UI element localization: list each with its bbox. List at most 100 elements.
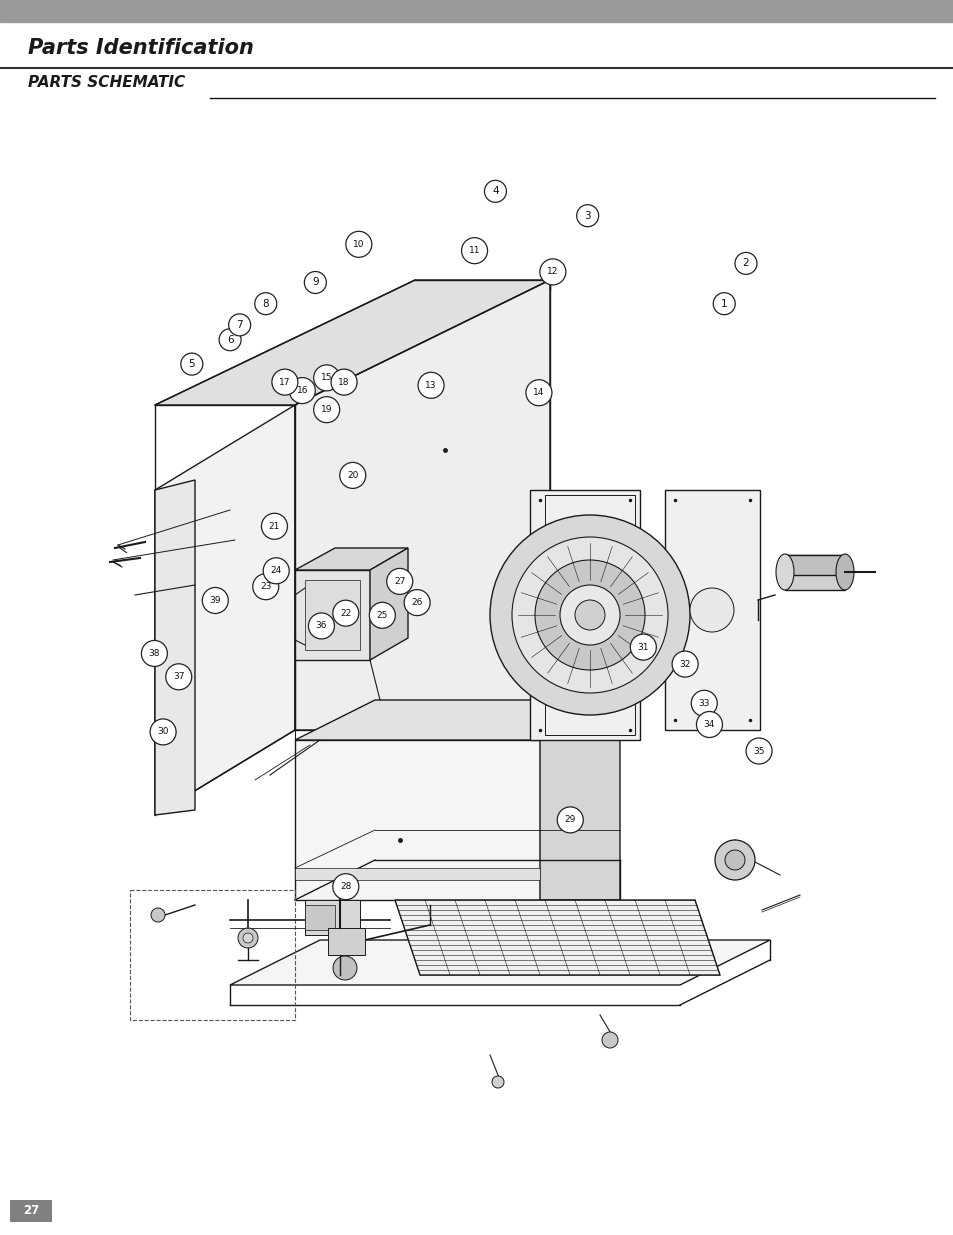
Text: 36: 36 <box>315 621 327 630</box>
Bar <box>0 0 953 22</box>
Circle shape <box>713 293 735 315</box>
Circle shape <box>734 252 757 274</box>
Circle shape <box>601 1032 618 1049</box>
Polygon shape <box>328 927 365 955</box>
Circle shape <box>672 651 698 677</box>
Circle shape <box>484 180 506 203</box>
Circle shape <box>333 956 356 981</box>
Polygon shape <box>294 571 370 659</box>
Ellipse shape <box>835 555 853 590</box>
Polygon shape <box>305 905 335 930</box>
Circle shape <box>166 663 192 690</box>
Polygon shape <box>784 555 844 590</box>
Polygon shape <box>395 900 720 974</box>
Text: 22: 22 <box>340 609 351 618</box>
Text: 24: 24 <box>271 567 281 576</box>
Text: 27: 27 <box>394 577 405 585</box>
Polygon shape <box>539 700 619 900</box>
Circle shape <box>461 237 487 264</box>
Circle shape <box>261 514 287 540</box>
Text: PARTS SCHEMATIC: PARTS SCHEMATIC <box>28 75 185 90</box>
Polygon shape <box>294 868 539 881</box>
Circle shape <box>492 1076 503 1088</box>
Circle shape <box>745 739 771 764</box>
Circle shape <box>243 932 253 944</box>
Text: 12: 12 <box>547 268 558 277</box>
Text: 23: 23 <box>260 582 272 592</box>
Circle shape <box>490 515 689 715</box>
Text: 33: 33 <box>698 699 709 708</box>
Circle shape <box>304 272 326 294</box>
Text: 8: 8 <box>262 299 269 309</box>
Circle shape <box>404 589 430 615</box>
Circle shape <box>151 908 165 923</box>
Text: 37: 37 <box>172 672 184 682</box>
Polygon shape <box>154 405 294 815</box>
Circle shape <box>314 396 339 422</box>
Text: 2: 2 <box>741 258 748 268</box>
Text: 26: 26 <box>411 598 422 608</box>
Text: 34: 34 <box>703 720 715 729</box>
Circle shape <box>202 588 228 614</box>
Text: 17: 17 <box>279 378 291 387</box>
Circle shape <box>333 873 358 899</box>
Polygon shape <box>294 700 619 740</box>
Circle shape <box>630 634 656 661</box>
Circle shape <box>576 205 598 227</box>
Text: 16: 16 <box>296 387 308 395</box>
Text: 35: 35 <box>753 746 764 756</box>
Text: 15: 15 <box>320 373 332 383</box>
Text: 32: 32 <box>679 659 690 668</box>
Circle shape <box>254 293 276 315</box>
Circle shape <box>237 927 257 948</box>
Circle shape <box>308 613 335 638</box>
Text: 28: 28 <box>340 882 351 892</box>
Polygon shape <box>154 480 194 815</box>
Text: Parts Identification: Parts Identification <box>28 38 253 58</box>
FancyBboxPatch shape <box>10 1200 52 1221</box>
Circle shape <box>557 806 582 832</box>
Circle shape <box>539 259 565 285</box>
Circle shape <box>575 600 604 630</box>
Circle shape <box>696 711 721 737</box>
Text: 10: 10 <box>353 240 364 248</box>
Text: 38: 38 <box>149 648 160 658</box>
Text: 19: 19 <box>320 405 332 414</box>
Polygon shape <box>294 280 550 730</box>
Circle shape <box>535 559 644 671</box>
Text: 18: 18 <box>338 378 350 387</box>
Circle shape <box>724 850 744 869</box>
Ellipse shape <box>775 555 793 590</box>
Circle shape <box>253 574 278 600</box>
Polygon shape <box>230 940 769 986</box>
Text: 3: 3 <box>584 211 590 221</box>
Circle shape <box>369 603 395 629</box>
Polygon shape <box>370 548 408 659</box>
Circle shape <box>417 372 443 399</box>
Text: 11: 11 <box>468 246 479 256</box>
Text: 27: 27 <box>23 1204 39 1218</box>
Text: 14: 14 <box>533 388 544 398</box>
Text: 6: 6 <box>227 335 233 345</box>
Polygon shape <box>530 490 639 740</box>
Text: 7: 7 <box>236 320 243 330</box>
Text: 25: 25 <box>376 611 388 620</box>
Polygon shape <box>664 490 760 730</box>
Circle shape <box>314 364 339 391</box>
Circle shape <box>141 641 167 667</box>
Polygon shape <box>154 280 550 405</box>
Text: 5: 5 <box>189 359 195 369</box>
Text: 29: 29 <box>564 815 576 825</box>
Text: 20: 20 <box>347 471 358 480</box>
Polygon shape <box>294 740 539 900</box>
Circle shape <box>181 353 203 375</box>
Polygon shape <box>294 548 408 571</box>
Circle shape <box>559 585 619 645</box>
Circle shape <box>689 588 733 632</box>
Circle shape <box>289 378 315 404</box>
Circle shape <box>331 369 356 395</box>
Circle shape <box>150 719 176 745</box>
Polygon shape <box>305 580 359 650</box>
Text: 30: 30 <box>157 727 169 736</box>
Circle shape <box>263 558 289 584</box>
